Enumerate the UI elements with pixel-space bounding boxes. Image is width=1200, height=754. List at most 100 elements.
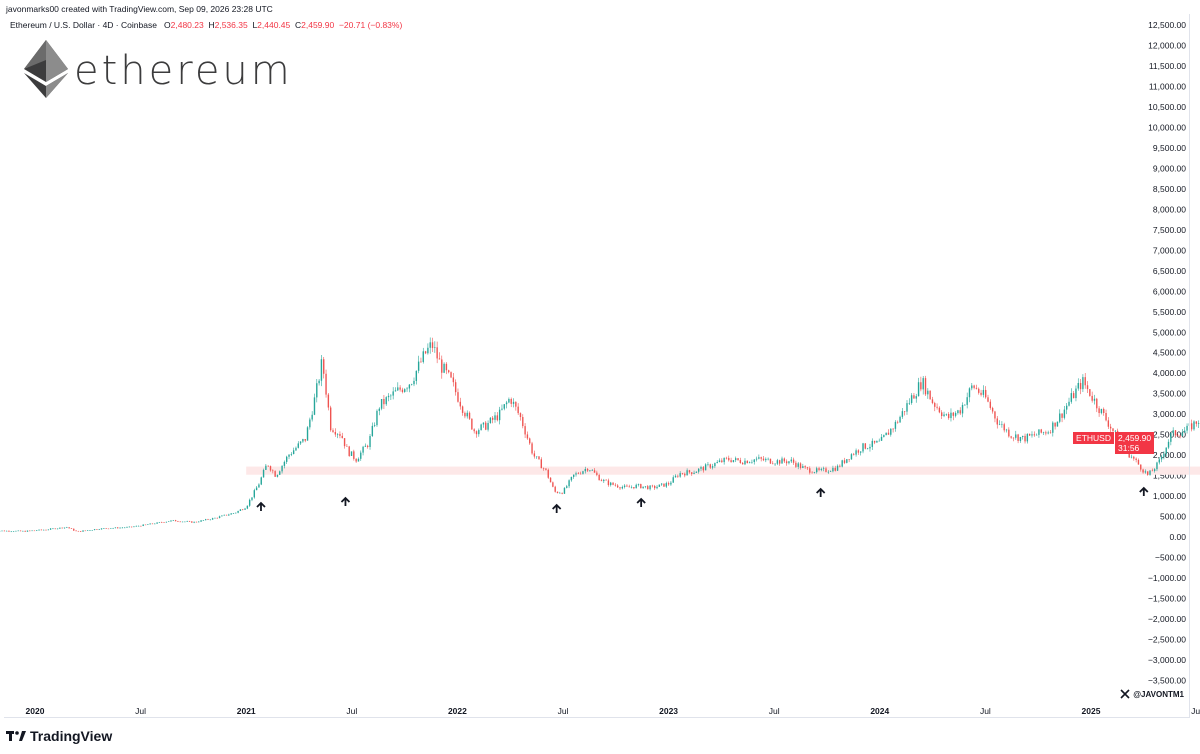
candle-body [1052, 422, 1054, 433]
candle-body [927, 390, 929, 395]
candle-body [1140, 464, 1142, 470]
candle-body [619, 487, 621, 489]
candle-body [216, 517, 218, 519]
y-tick-label: −1,500.00 [1148, 593, 1186, 603]
candle-body [584, 469, 586, 472]
candle-body [1024, 435, 1026, 442]
candle-body [82, 530, 84, 532]
candle-body [832, 467, 834, 472]
candle-body [140, 525, 142, 527]
candle-body [878, 440, 880, 442]
candle-body [360, 452, 362, 459]
close-label: C [295, 20, 302, 30]
candle-body [475, 431, 478, 435]
candle-body [454, 382, 457, 393]
y-tick-label: 11,000.00 [1149, 82, 1186, 92]
candle-body [1170, 433, 1172, 442]
candle-body [29, 530, 31, 532]
candle-body [1151, 470, 1154, 472]
candle-body [336, 434, 339, 435]
open-label: O [164, 20, 171, 30]
tradingview-logo[interactable]: TradingView [6, 728, 112, 744]
candle-body [596, 472, 598, 475]
candle-body [1195, 421, 1198, 424]
candle-body [244, 508, 246, 510]
candle-body [892, 428, 894, 430]
candle-body [644, 486, 647, 487]
candle-body [290, 454, 293, 455]
y-tick-label: 9,000.00 [1153, 163, 1186, 173]
candle-body [286, 456, 288, 462]
candle-body [103, 528, 105, 529]
candle-body [1147, 471, 1149, 475]
candle-body [721, 460, 723, 463]
candle-body [1193, 421, 1195, 430]
candle-body [1174, 430, 1177, 436]
candle-body [945, 414, 948, 415]
candle-body [47, 529, 50, 531]
y-tick-label: −3,000.00 [1148, 655, 1186, 665]
candle-body [378, 408, 380, 411]
candle-body [1107, 420, 1110, 427]
y-tick-label: 4,500.00 [1153, 348, 1186, 358]
y-tick-label: 5,500.00 [1153, 307, 1186, 317]
candle-body [635, 484, 637, 489]
candle-body [3, 530, 6, 532]
candle-body [649, 485, 651, 490]
x-tick-label: 2022 [448, 706, 467, 716]
candle-body [642, 486, 644, 489]
candle-body [1130, 456, 1133, 458]
candle-body [45, 529, 47, 531]
candle-body [376, 410, 378, 426]
candle-body [744, 460, 746, 465]
candle-body [612, 482, 614, 485]
candle-body [1045, 432, 1047, 434]
candle-body [922, 378, 924, 390]
candle-body [732, 460, 735, 463]
candle-body [112, 528, 114, 529]
candle-body [795, 462, 797, 467]
candle-body [17, 530, 19, 532]
candle-body [515, 401, 517, 407]
candle-body [246, 505, 249, 509]
candle-body [1070, 393, 1073, 402]
candle-body [84, 530, 87, 532]
candle-body [920, 382, 922, 390]
candle-body [1003, 424, 1005, 431]
candle-body [1114, 430, 1117, 432]
candle-body [156, 522, 158, 524]
candle-body [658, 484, 661, 487]
candle-body [873, 440, 876, 443]
candle-body [1177, 435, 1179, 437]
candle-body [436, 347, 438, 359]
candle-body [397, 387, 399, 391]
candle-body [860, 451, 862, 453]
candle-body [487, 423, 489, 430]
candle-body [482, 422, 485, 425]
candle-body [320, 359, 323, 381]
candle-body [1144, 471, 1147, 473]
candle-body [154, 523, 156, 525]
candle-body [829, 471, 832, 472]
candle-body [910, 395, 913, 403]
candle-body [994, 411, 996, 419]
candle-body [1084, 377, 1086, 386]
candle-body [26, 530, 29, 532]
candle-body [677, 475, 679, 477]
candle-body [172, 520, 174, 521]
candle-body [1015, 434, 1017, 438]
candle-body [228, 514, 230, 516]
candle-body [827, 471, 830, 473]
candle-body [265, 465, 267, 470]
y-tick-label: 1,500.00 [1153, 471, 1186, 481]
candle-body [24, 530, 26, 532]
y-tick-label: 2,000.00 [1153, 450, 1186, 460]
candle-body [450, 372, 452, 378]
candle-body [1019, 437, 1022, 441]
candle-body [1077, 382, 1079, 389]
candle-body [195, 521, 198, 523]
candle-body [429, 342, 431, 348]
candle-body [1197, 423, 1200, 424]
candle-body [1096, 398, 1098, 409]
